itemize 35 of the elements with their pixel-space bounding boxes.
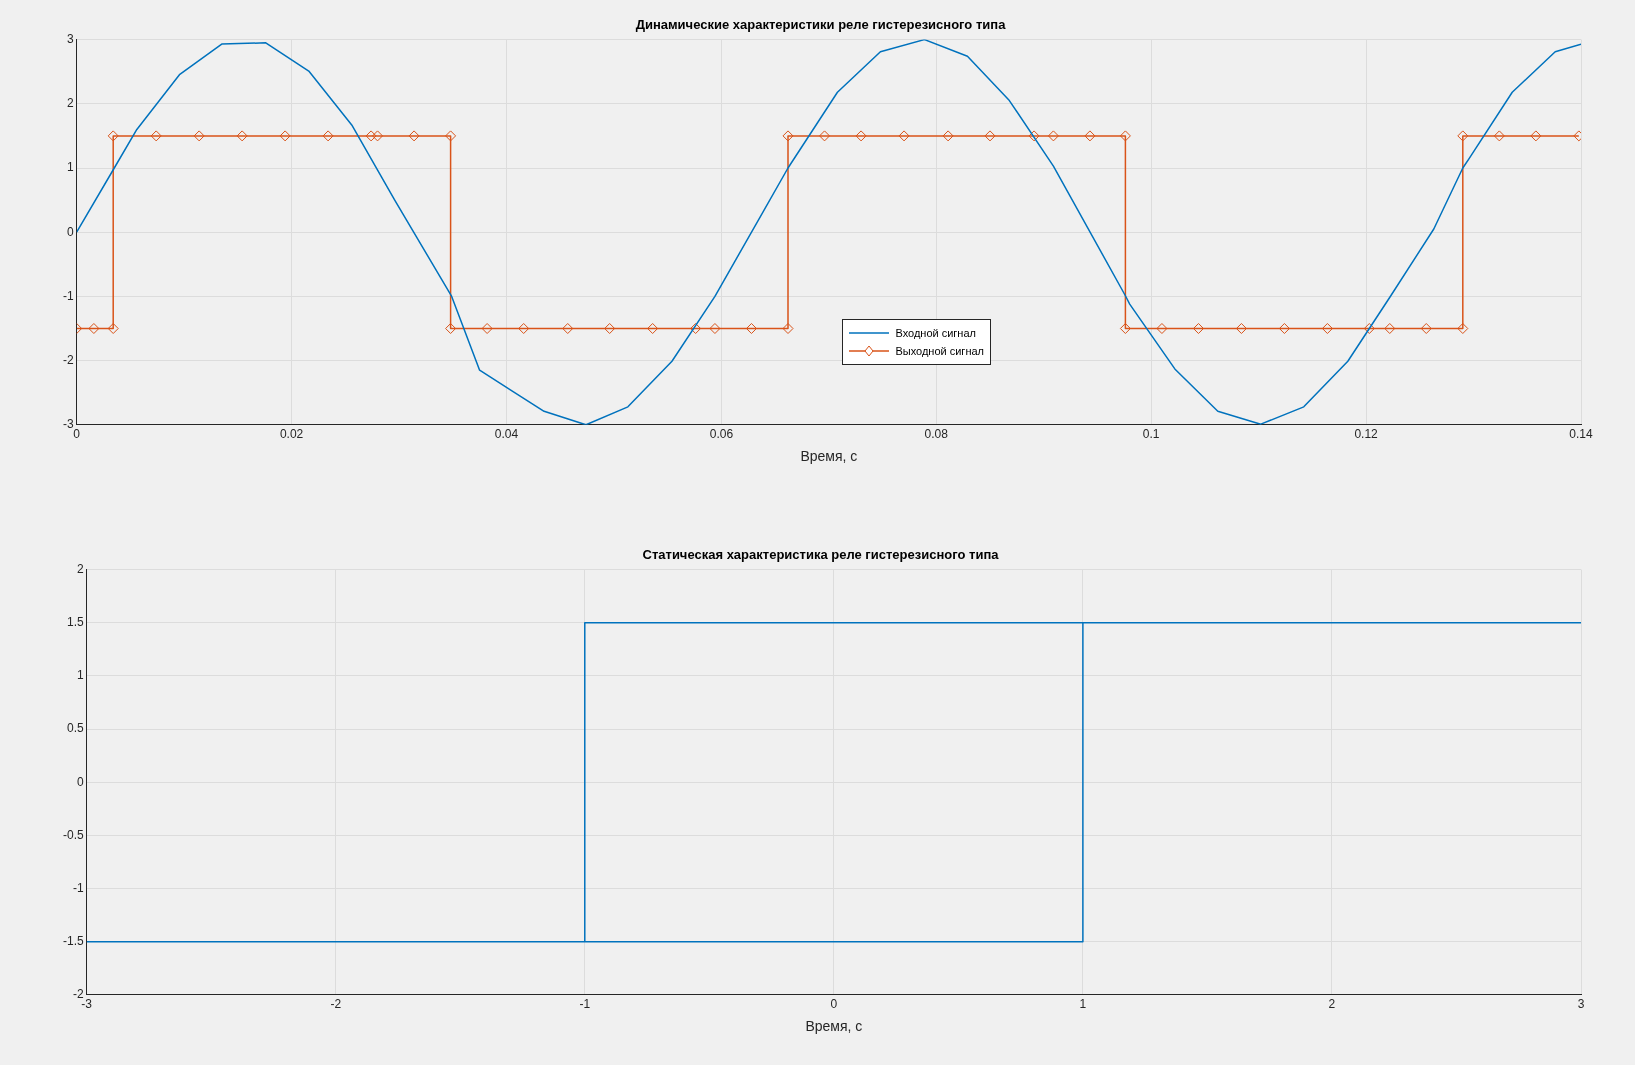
chart-title: Динамические характеристики реле гистерезисного типа	[635, 17, 1007, 33]
x-tick-label: 0	[830, 997, 838, 1012]
x-axis-title: Время, с	[805, 1018, 863, 1035]
x-tick-label: 3	[1577, 997, 1585, 1012]
legend-label: Выходной сигнал	[895, 344, 984, 357]
y-tick-label: -2	[63, 352, 74, 367]
x-tick-label: 2	[1328, 997, 1336, 1012]
y-tick-label: -2	[73, 987, 84, 1002]
y-tick-label: 1	[66, 160, 74, 175]
chart-title: Статическая характеристика реле гистерезисного типа	[642, 547, 1000, 563]
x-tick-label: 0.12	[1354, 427, 1379, 442]
y-tick-label: 2	[66, 96, 74, 111]
x-axis-title: Время, с	[800, 448, 858, 465]
y-tick-label: 1	[76, 668, 84, 683]
x-tick-label: 1	[1079, 997, 1087, 1012]
x-tick-label: 0.08	[924, 427, 949, 442]
y-tick-label: 1.5	[66, 615, 84, 630]
y-tick-label: -1	[63, 288, 74, 303]
legend-label: Входной сигнал	[895, 326, 976, 339]
y-tick-label: 3	[66, 31, 74, 46]
y-tick-label: 0.5	[66, 721, 84, 736]
x-tick-label: -2	[330, 997, 342, 1012]
y-tick-label: -1	[73, 880, 84, 895]
y-tick-label: -0.5	[62, 827, 84, 842]
x-tick-label: 0.04	[494, 427, 519, 442]
y-tick-label: -3	[63, 417, 74, 432]
y-tick-label: 0	[76, 774, 84, 789]
x-tick-label: 0.1	[1142, 427, 1160, 442]
x-tick-label: -1	[579, 997, 591, 1012]
y-tick-label: -1.5	[62, 933, 84, 948]
y-tick-label: 0	[66, 224, 74, 239]
y-tick-label: 2	[76, 561, 84, 576]
x-tick-label: 0.02	[279, 427, 304, 442]
x-tick-label: 0.06	[709, 427, 734, 442]
x-tick-label: 0.14	[1569, 427, 1593, 442]
